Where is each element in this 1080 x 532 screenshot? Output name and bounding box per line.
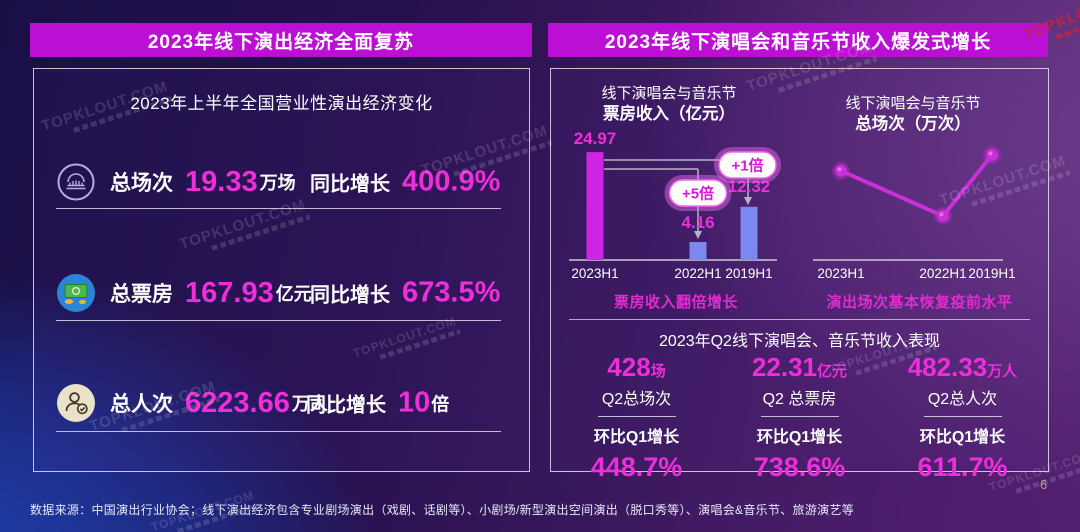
bar-chart-caption: 票房收入翻倍增长 <box>613 294 738 311</box>
metric-row-box-office: 总票房 167.93 亿元 同比增长 673.5% <box>34 265 529 321</box>
line-chart-title-line2: 总场次（万次） <box>855 114 971 133</box>
metric-row-attendance: 总人次 6223.66 万人 同比增长 10 倍 <box>34 375 529 431</box>
svg-text:2022H1: 2022H1 <box>674 266 721 281</box>
q2-stat-value: 22.31亿元 <box>718 353 881 382</box>
theater-building-icon <box>57 163 95 201</box>
yoy-value: 673.5% <box>402 276 501 309</box>
row-divider <box>56 431 501 432</box>
metric-value: 6223.66 <box>185 386 290 419</box>
q2-stat-boxoffice: 22.31亿元 Q2 总票房 环比Q1增长 738.6% <box>718 353 881 483</box>
person-check-icon <box>57 384 95 422</box>
left-panel-box: 2023年上半年全国营业性演出经济变化 总场次 19.33 万场 同比增长 40… <box>33 68 530 472</box>
left-panel-header-text: 2023年线下演出经济全面复苏 <box>147 31 415 53</box>
page-number: 6 <box>1040 477 1048 492</box>
left-panel-header: 2023年线下演出经济全面复苏 <box>30 23 532 57</box>
money-banknote-icon <box>57 274 95 312</box>
metric-unit: 亿元 <box>275 284 312 304</box>
q2-compare-value: 738.6% <box>753 451 846 482</box>
bar-chart-title-line2: 票房收入（亿元） <box>603 104 735 123</box>
q2-stat-unit: 万人 <box>987 363 1018 380</box>
q2-compare-label: 环比Q1增长 <box>919 428 1006 446</box>
q2-stat-attendance: 482.33万人 Q2总人次 环比Q1增长 611.7% <box>881 353 1044 483</box>
yoy-value: 10 <box>398 386 431 419</box>
section-divider <box>569 319 1030 320</box>
line-chart-caption: 演出场次基本恢复疫前水平 <box>826 294 1013 311</box>
q2-stat-label: Q2总人次 <box>927 390 998 408</box>
yoy-group: 同比增长 10 倍 <box>306 387 449 420</box>
bar-chart-title: 线下演唱会与音乐节 票房收入（亿元） <box>569 85 769 124</box>
q2-stat-value: 428场 <box>555 353 718 382</box>
q2-compare-value: 611.7% <box>917 451 1008 482</box>
q2-stat-shows: 428场 Q2总场次 环比Q1增长 448.7% <box>555 353 718 483</box>
svg-text:2023H1: 2023H1 <box>571 266 618 281</box>
right-panel-header-text: 2023年线下演唱会和音乐节收入爆发式增长 <box>604 31 992 53</box>
left-panel-subtitle: 2023年上半年全国营业性演出经济变化 <box>130 94 433 113</box>
metric-unit: 万人 <box>291 394 328 414</box>
bar-chart-title-line1: 线下演唱会与音乐节 <box>601 85 737 102</box>
q2-section-title: 2023年Q2线下演唱会、音乐节收入表现 <box>659 333 940 350</box>
q2-stat-unit: 亿元 <box>817 363 848 380</box>
svg-text:24.97: 24.97 <box>574 129 617 148</box>
right-panel-header: 2023年线下演唱会和音乐节收入爆发式增长 <box>548 23 1048 57</box>
yoy-group: 同比增长 673.5% <box>310 277 501 310</box>
svg-text:4.16: 4.16 <box>681 213 714 232</box>
q2-stat-number: 428 <box>607 352 651 382</box>
q2-stat-unit: 场 <box>650 363 666 380</box>
data-source-footer: 数据来源：中国演出行业协会；线下演出经济包含专业剧场演出（戏剧、话剧等）、小剧场… <box>30 503 855 517</box>
yoy-label: 同比增长 <box>310 284 390 307</box>
q2-stats: 428场 Q2总场次 环比Q1增长 448.7% 22.31亿元 Q2 总票房 … <box>555 353 1044 483</box>
row-divider <box>56 208 501 209</box>
yoy-value: 400.9% <box>402 165 501 198</box>
boxoffice-bar-chart: 24.97 2023H1 4.16 2022H1 12.32 2019H1 +5倍 +1倍 <box>569 129 781 281</box>
metric-label: 总人次 <box>110 393 173 416</box>
svg-text:2023H1: 2023H1 <box>817 266 864 281</box>
svg-text:2019H1: 2019H1 <box>725 266 772 281</box>
q2-compare-value: 448.7% <box>590 451 683 482</box>
shows-line-chart: 2023H1 2022H1 2019H1 <box>813 146 1016 281</box>
right-panel-box: 线下演唱会与音乐节 票房收入（亿元） 线下演唱会与音乐节 总场次（万次） 24.… <box>550 68 1049 482</box>
metric-unit: 万场 <box>259 173 296 193</box>
svg-text:2022H1: 2022H1 <box>919 266 966 281</box>
line-chart-title: 线下演唱会与音乐节 总场次（万次） <box>813 95 1013 134</box>
q2-compare-label: 环比Q1增长 <box>756 428 843 446</box>
yoy-label: 同比增长 <box>310 173 390 196</box>
q2-stat-number: 482.33 <box>907 352 988 382</box>
yoy-group: 同比增长 400.9% <box>310 166 501 199</box>
line-chart-title-line1: 线下演唱会与音乐节 <box>845 95 981 112</box>
metric-row-total-shows: 总场次 19.33 万场 同比增长 400.9% <box>34 154 529 210</box>
svg-text:12.32: 12.32 <box>728 177 771 196</box>
row-divider <box>56 320 501 321</box>
yoy-unit: 倍 <box>431 394 450 414</box>
stat-divider <box>760 415 839 417</box>
metric-value: 19.33 <box>185 165 258 198</box>
metric-label: 总场次 <box>110 172 173 195</box>
stat-divider <box>923 415 1002 417</box>
yoy-label: 同比增长 <box>306 394 386 417</box>
svg-text:2019H1: 2019H1 <box>968 266 1015 281</box>
q2-stat-value: 482.33万人 <box>881 353 1044 382</box>
q2-stat-number: 22.31 <box>751 352 818 382</box>
q2-stat-label: Q2 总票房 <box>762 390 837 408</box>
metric-value: 167.93 <box>185 276 274 309</box>
svg-text:+1倍: +1倍 <box>731 157 763 175</box>
q2-stat-label: Q2总场次 <box>601 390 672 408</box>
q2-compare-label: 环比Q1增长 <box>593 428 680 446</box>
metric-label: 总票房 <box>110 283 173 306</box>
svg-text:+5倍: +5倍 <box>682 185 714 203</box>
stat-divider <box>597 415 676 417</box>
